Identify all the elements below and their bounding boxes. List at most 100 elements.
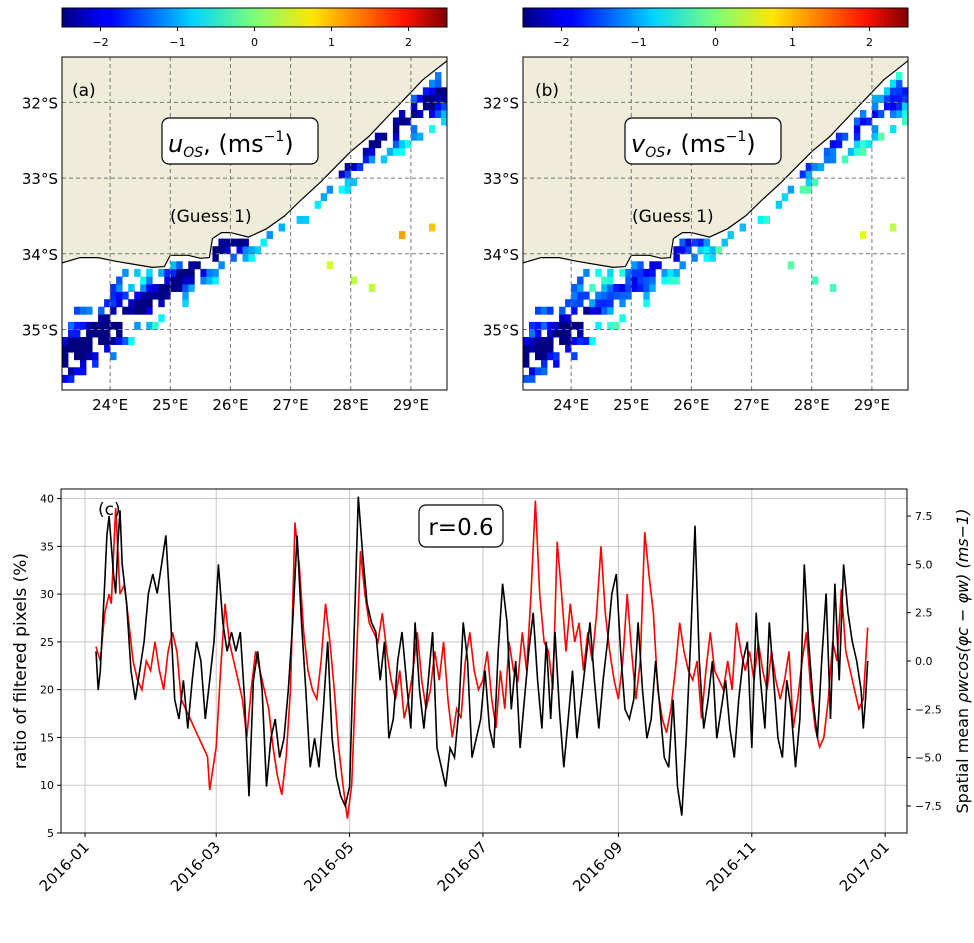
map-pixel bbox=[853, 125, 861, 134]
map-pixel bbox=[164, 284, 171, 292]
map-pixel bbox=[422, 102, 430, 111]
map-pixel bbox=[613, 284, 620, 292]
map-b-var-exp: −1 bbox=[726, 129, 747, 145]
map-lat-label: 35°S bbox=[483, 321, 519, 339]
map-pixel bbox=[565, 337, 572, 345]
map-lat-label: 35°S bbox=[22, 321, 58, 339]
map-pixel bbox=[890, 102, 897, 111]
map-pixel bbox=[541, 321, 548, 330]
map-pixel bbox=[62, 359, 69, 368]
map-pixel bbox=[577, 284, 584, 292]
map-pixel bbox=[871, 102, 879, 111]
map-pixel bbox=[441, 87, 447, 96]
map-pixel bbox=[230, 238, 237, 247]
map-pixel bbox=[74, 367, 81, 376]
y-right-tick-label: 7.5 bbox=[915, 510, 933, 523]
map-pixel bbox=[140, 306, 147, 315]
map-pixel bbox=[529, 367, 536, 376]
map-pixel bbox=[435, 94, 442, 103]
map-pixel bbox=[631, 261, 638, 270]
y-left-tick-label: 40 bbox=[40, 493, 54, 506]
map-pixel bbox=[535, 352, 542, 361]
map-pixel bbox=[595, 299, 602, 308]
map-pixel bbox=[571, 321, 578, 330]
map-pixel bbox=[374, 140, 382, 149]
map-pixel bbox=[116, 321, 123, 330]
map-pixel bbox=[326, 185, 334, 194]
map-lon-label: 28°E bbox=[333, 396, 369, 414]
map-pixel bbox=[896, 102, 903, 111]
map-pixel bbox=[62, 352, 69, 361]
map-pixel bbox=[104, 321, 111, 330]
map-pixel bbox=[871, 125, 879, 134]
map-pixel bbox=[429, 94, 436, 103]
map-pixel bbox=[565, 321, 572, 330]
map-pixel bbox=[679, 238, 686, 247]
y-right-tick-label: 2.5 bbox=[915, 607, 933, 620]
map-pixel bbox=[92, 329, 99, 338]
map-pixel bbox=[727, 231, 734, 240]
map-pixel bbox=[212, 268, 219, 277]
map-pixel bbox=[649, 276, 656, 285]
map-pixel bbox=[380, 155, 388, 164]
map-pixel bbox=[68, 367, 75, 376]
y-right-tick-label: −5.0 bbox=[915, 752, 942, 765]
colorbar-tick-label: −1 bbox=[630, 36, 646, 49]
map-pixel bbox=[368, 147, 376, 156]
map-a-variable-title: uOS, (ms−1) bbox=[168, 129, 294, 161]
map-pixel bbox=[218, 246, 225, 255]
map-pixel bbox=[152, 284, 159, 292]
y-right-tick-label: 0.0 bbox=[915, 655, 933, 668]
map-pixel bbox=[392, 125, 400, 134]
map-pixel bbox=[441, 94, 447, 103]
map-pixel bbox=[224, 246, 231, 255]
map-pixel bbox=[553, 359, 560, 368]
map-pixel bbox=[429, 79, 436, 88]
map-a-var-rest: , (ms bbox=[203, 130, 264, 158]
map-a-var-close: ) bbox=[284, 130, 293, 158]
map-pixel bbox=[410, 110, 418, 118]
map-pixel bbox=[200, 268, 207, 277]
map-pixel bbox=[583, 268, 590, 277]
map-pixel bbox=[146, 284, 153, 292]
map-pixel bbox=[68, 374, 75, 383]
map-pixel bbox=[98, 329, 105, 338]
map-pixel bbox=[691, 253, 698, 262]
map-pixel bbox=[86, 321, 93, 330]
map-pixel bbox=[673, 246, 680, 255]
map-b-gridlines bbox=[523, 57, 908, 390]
map-pixel bbox=[260, 238, 267, 247]
map-pixel bbox=[74, 337, 81, 345]
x-tick-label: 2016-01 bbox=[36, 838, 93, 895]
map-pixel bbox=[110, 352, 117, 361]
map-pixel bbox=[116, 337, 123, 345]
map-pixel bbox=[140, 299, 147, 308]
map-pixel bbox=[146, 291, 153, 300]
map-pixel bbox=[685, 246, 692, 255]
map-pixel bbox=[625, 291, 632, 300]
map-pixel bbox=[188, 276, 195, 285]
map-pixel bbox=[362, 147, 370, 156]
map-pixel bbox=[392, 117, 400, 126]
colorbar-tick-label: 1 bbox=[789, 36, 796, 49]
map-pixel bbox=[146, 299, 153, 308]
map-pixel bbox=[429, 87, 436, 96]
map-pixel bbox=[902, 110, 908, 118]
map-pixel bbox=[625, 284, 632, 292]
map-pixel bbox=[679, 261, 686, 270]
map-pixel bbox=[236, 246, 243, 255]
map-pixel bbox=[344, 178, 352, 187]
map-pixel bbox=[841, 155, 849, 164]
map-pixel bbox=[619, 268, 626, 277]
map-pixel bbox=[535, 321, 542, 330]
map-pixel bbox=[865, 117, 873, 126]
map-pixel bbox=[523, 337, 530, 345]
x-tick-label: 2016-03 bbox=[167, 838, 224, 895]
map-pixel bbox=[691, 238, 698, 247]
map-pixel bbox=[188, 268, 195, 277]
map-pixel bbox=[613, 321, 620, 330]
map-pixel bbox=[134, 299, 141, 308]
map-pixel bbox=[643, 268, 650, 277]
map-a-annotation: (Guess 1) bbox=[170, 207, 252, 227]
map-pixel bbox=[429, 125, 436, 134]
